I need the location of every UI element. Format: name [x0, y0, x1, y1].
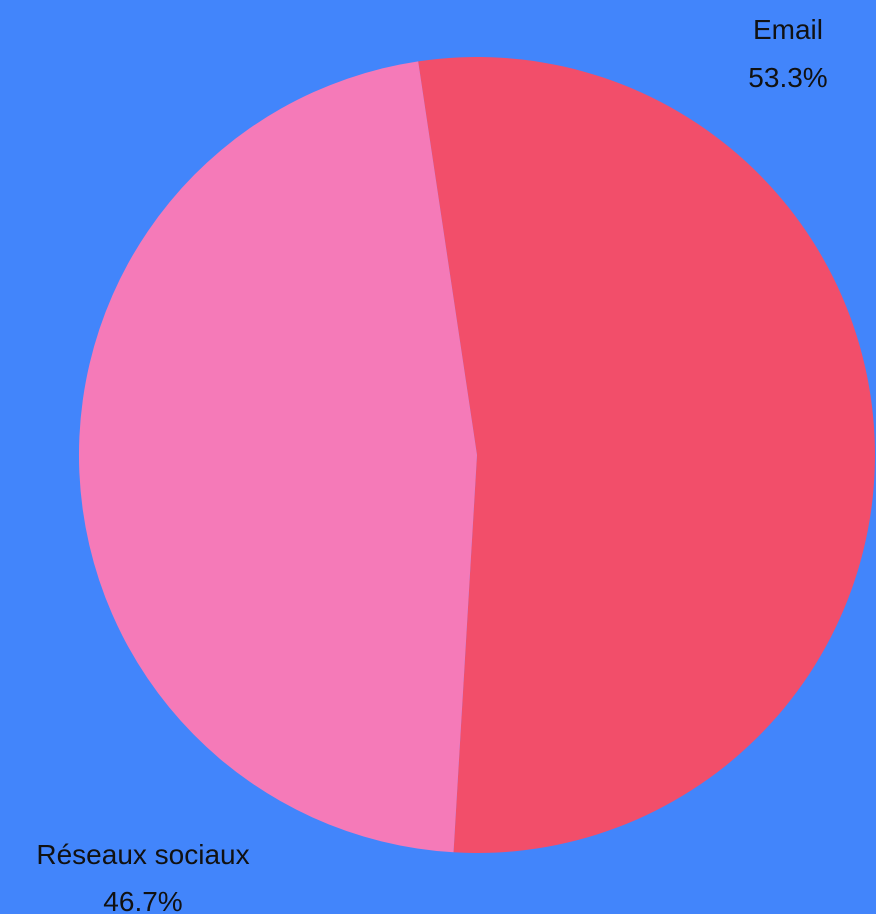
pie-slice-email — [418, 57, 875, 853]
slice-label-reseaux-value: 46.7% — [103, 886, 182, 914]
pie-slices — [79, 57, 875, 853]
slice-label-email-name: Email — [753, 14, 823, 45]
slice-label-email-value: 53.3% — [748, 62, 827, 93]
pie-slice-reseaux-sociaux — [79, 61, 477, 852]
slice-label-reseaux-name: Réseaux sociaux — [36, 839, 249, 870]
